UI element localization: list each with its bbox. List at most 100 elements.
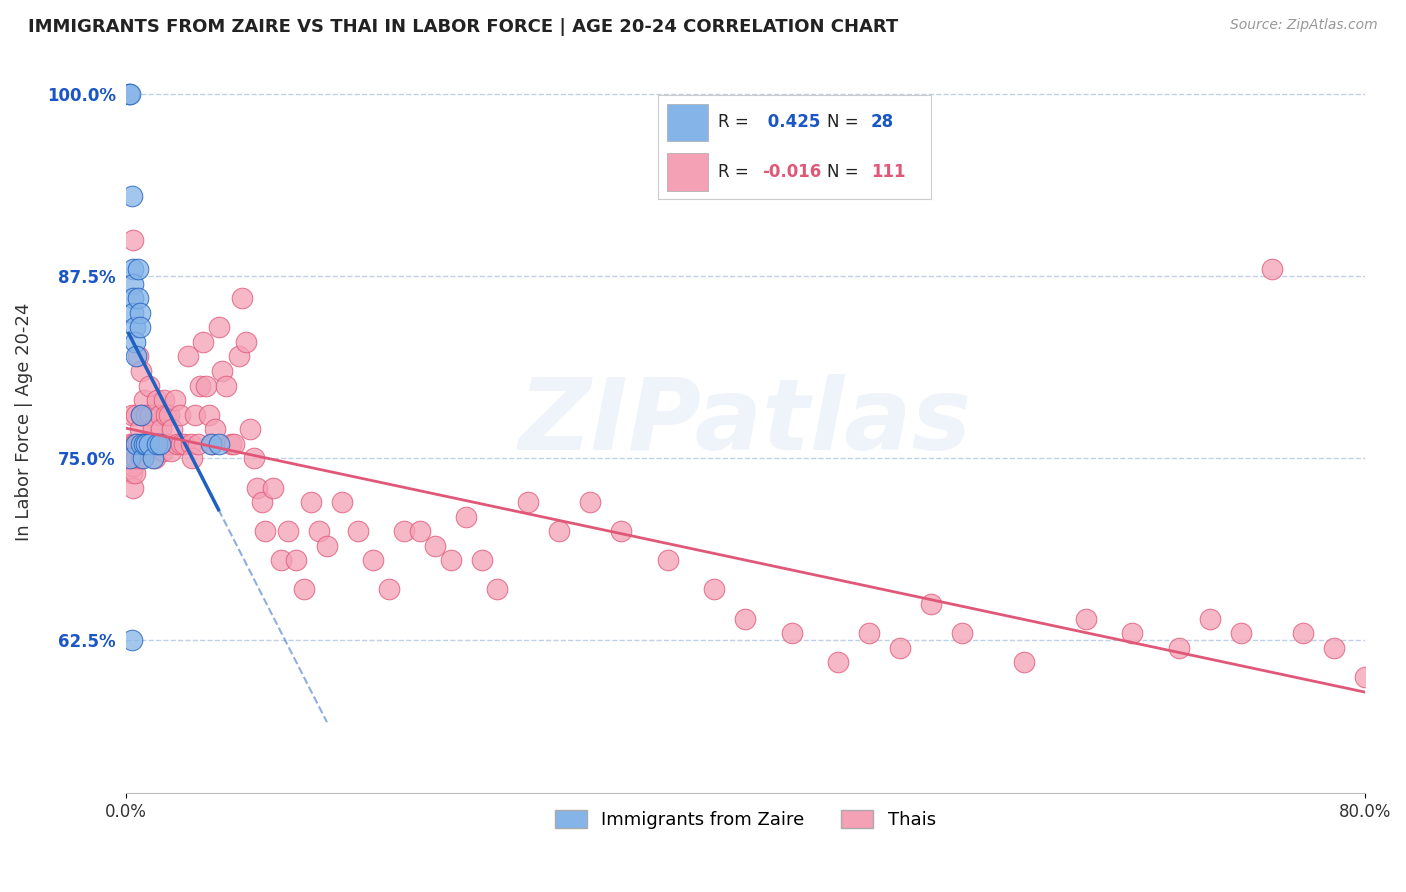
Point xyxy=(1121,626,1143,640)
Point xyxy=(127,262,149,277)
Point xyxy=(456,509,478,524)
Point xyxy=(610,524,633,539)
Point xyxy=(703,582,725,597)
Point xyxy=(125,350,148,364)
Point xyxy=(409,524,432,539)
Point xyxy=(138,378,160,392)
Point xyxy=(181,451,204,466)
Point xyxy=(176,350,198,364)
Text: Source: ZipAtlas.com: Source: ZipAtlas.com xyxy=(1230,18,1378,32)
Point xyxy=(124,437,146,451)
Point xyxy=(134,437,156,451)
Point xyxy=(157,408,180,422)
Point xyxy=(141,437,163,451)
Point xyxy=(125,451,148,466)
Point xyxy=(127,291,149,305)
Point xyxy=(120,437,142,451)
Point xyxy=(780,626,803,640)
Point xyxy=(253,524,276,539)
Point xyxy=(128,306,150,320)
Point xyxy=(136,437,159,451)
Point xyxy=(243,451,266,466)
Point xyxy=(889,640,911,655)
Point xyxy=(149,437,172,451)
Point xyxy=(363,553,385,567)
Point xyxy=(262,481,284,495)
Point xyxy=(124,334,146,349)
Point xyxy=(207,437,229,451)
Point xyxy=(122,277,145,291)
Point xyxy=(152,444,174,458)
Point xyxy=(292,582,315,597)
Point xyxy=(127,350,149,364)
Point xyxy=(301,495,323,509)
Point xyxy=(486,582,509,597)
Point xyxy=(129,437,152,451)
Point xyxy=(1168,640,1191,655)
Y-axis label: In Labor Force | Age 20-24: In Labor Force | Age 20-24 xyxy=(15,302,32,541)
Point xyxy=(657,553,679,567)
Point xyxy=(231,291,253,305)
Point xyxy=(170,437,193,451)
Point xyxy=(128,422,150,436)
Point xyxy=(308,524,330,539)
Point xyxy=(122,481,145,495)
Point xyxy=(1230,626,1253,640)
Point xyxy=(118,87,141,102)
Point xyxy=(124,466,146,480)
Point xyxy=(121,408,143,422)
Point xyxy=(238,422,260,436)
Point xyxy=(150,422,173,436)
Point xyxy=(180,437,202,451)
Point xyxy=(1292,626,1315,640)
Point xyxy=(250,495,273,509)
Point xyxy=(122,262,145,277)
Point xyxy=(425,539,447,553)
Point xyxy=(1261,262,1284,277)
Point xyxy=(1199,612,1222,626)
Point xyxy=(1385,757,1406,772)
Point xyxy=(128,320,150,334)
Point xyxy=(1012,655,1035,669)
Legend: Immigrants from Zaire, Thais: Immigrants from Zaire, Thais xyxy=(547,803,943,837)
Point xyxy=(858,626,880,640)
Point xyxy=(204,422,226,436)
Point xyxy=(122,437,145,451)
Point xyxy=(734,612,756,626)
Point xyxy=(246,481,269,495)
Point xyxy=(122,444,145,458)
Point xyxy=(191,334,214,349)
Point xyxy=(378,582,401,597)
Point xyxy=(153,393,176,408)
Point xyxy=(579,495,602,509)
Point xyxy=(222,437,245,451)
Point xyxy=(146,437,169,451)
Point xyxy=(122,291,145,305)
Point xyxy=(169,408,191,422)
Point xyxy=(122,233,145,247)
Point xyxy=(548,524,571,539)
Point xyxy=(122,306,145,320)
Point xyxy=(198,408,221,422)
Point xyxy=(120,451,142,466)
Point xyxy=(155,408,177,422)
Point xyxy=(125,437,148,451)
Point xyxy=(165,393,187,408)
Point xyxy=(129,408,152,422)
Point xyxy=(156,437,179,451)
Point xyxy=(827,655,849,669)
Point xyxy=(143,451,166,466)
Point xyxy=(1074,612,1097,626)
Point xyxy=(270,553,292,567)
Point xyxy=(187,437,209,451)
Point xyxy=(138,437,160,451)
Point xyxy=(159,444,181,458)
Point xyxy=(160,422,183,436)
Point xyxy=(471,553,494,567)
Point xyxy=(134,393,156,408)
Point xyxy=(129,451,152,466)
Point xyxy=(173,437,195,451)
Point xyxy=(207,320,229,334)
Point xyxy=(211,364,233,378)
Point xyxy=(316,539,339,553)
